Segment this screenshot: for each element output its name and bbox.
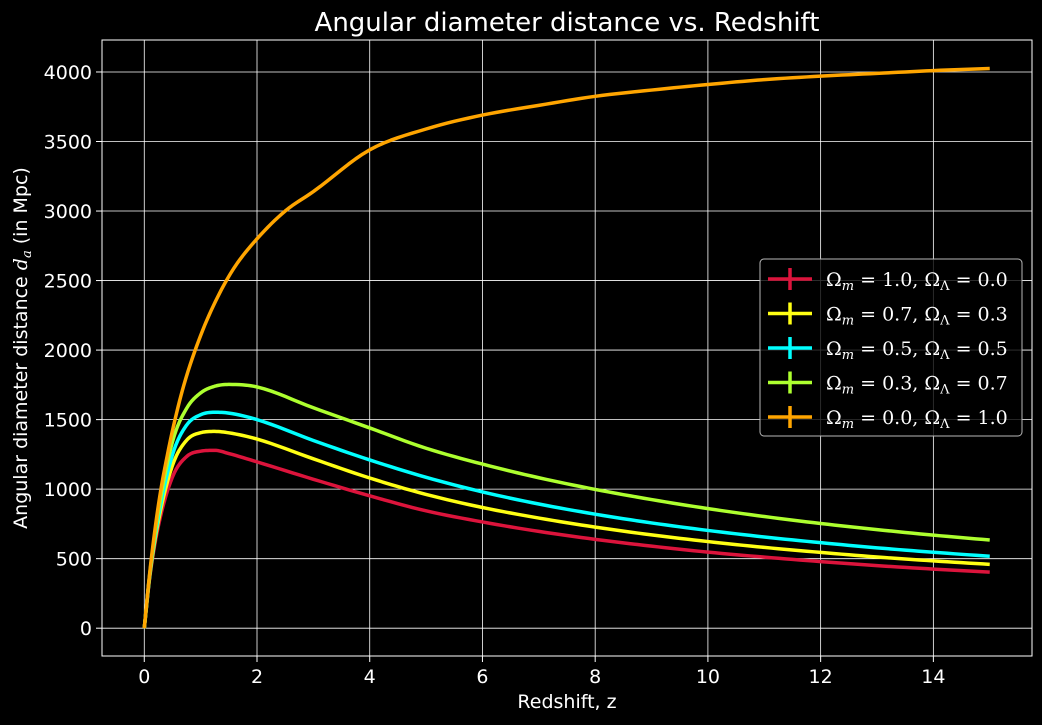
y-axis-title-suffix: (in Mpc) (10, 167, 32, 250)
x-tick-label: 4 (364, 666, 376, 688)
y-tick-label: 0 (80, 618, 92, 640)
y-tick-label: 2500 (44, 271, 92, 293)
series-line-5 (142, 66, 990, 629)
legend-label-2: Ωm = 0.7, ΩΛ = 0.3 (826, 304, 1008, 329)
y-tick-label: 3000 (44, 201, 92, 223)
x-tick-label: 2 (251, 666, 263, 688)
x-axis-title: Redshift, z (517, 691, 616, 713)
x-tick-label: 0 (138, 666, 150, 688)
chart-title: Angular diameter distance vs. Redshift (315, 8, 820, 38)
series-line-4 (142, 382, 990, 629)
y-tick-label: 1500 (44, 410, 92, 432)
plot-frame (101, 39, 1033, 657)
y-tick-label: 4000 (44, 62, 92, 84)
series-line-2 (142, 429, 990, 629)
x-tick-label: 12 (809, 666, 833, 688)
legend: Ωm = 1.0, ΩΛ = 0.0 Ωm = 0.7, ΩΛ = 0.3 Ωm =… (759, 258, 1023, 437)
legend-label-3: Ωm = 0.5, ΩΛ = 0.5 (826, 338, 1008, 363)
series-line-3 (142, 410, 990, 629)
y-tick-label: 2000 (44, 340, 92, 362)
y-tick-label: 1000 (44, 479, 92, 501)
legend-label-4: Ωm = 0.3, ΩΛ = 0.7 (826, 373, 1008, 398)
legend-box (759, 258, 1023, 437)
series-lines (142, 66, 990, 629)
legend-label-1: Ωm = 1.0, ΩΛ = 0.0 (826, 269, 1008, 294)
y-axis-title-symbol: d (10, 258, 32, 270)
x-tick-label: 6 (476, 666, 488, 688)
ticks: 0 2 4 6 8 10 12 14 0 500 1000 1500 2000 2500 3000 3500 4… (44, 62, 946, 688)
x-tick-label: 8 (589, 666, 601, 688)
series-line-1 (142, 448, 990, 629)
x-tick-label: 14 (921, 666, 945, 688)
y-axis-title-prefix: Angular diameter distance (10, 270, 32, 529)
y-axis-title-subscript: a (20, 250, 35, 258)
legend-label-5: Ωm = 0.0, ΩΛ = 1.0 (826, 407, 1008, 432)
y-tick-label: 500 (56, 549, 92, 571)
y-axis-title: Angular diameter distance da (in Mpc) (10, 167, 35, 529)
x-tick-label: 10 (696, 666, 720, 688)
y-tick-label: 3500 (44, 132, 92, 154)
